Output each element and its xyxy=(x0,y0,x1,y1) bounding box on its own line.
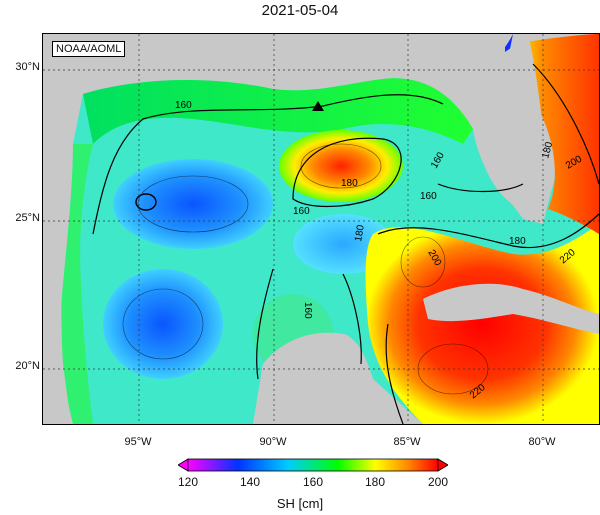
lon-label: 90°W xyxy=(259,436,287,448)
colorbar-tick: 140 xyxy=(239,475,261,489)
lon-label: 95°W xyxy=(124,436,152,448)
station-marker-icon xyxy=(312,101,324,111)
cold-core-contour xyxy=(135,193,157,211)
colorbar-min-arrow xyxy=(178,458,189,472)
warm-eddy xyxy=(279,130,403,202)
contour-label: 160 xyxy=(175,100,192,111)
lon-label: 85°W xyxy=(393,436,421,448)
map-gridlines xyxy=(43,34,599,424)
contour-label: 160 xyxy=(302,302,313,319)
colorbar-title: SH [cm] xyxy=(276,496,324,511)
colorbar-tick: 200 xyxy=(427,475,449,489)
contour-label: 160 xyxy=(293,206,310,217)
yucatan-land xyxy=(253,332,388,424)
colorbar-tick: 120 xyxy=(177,475,199,489)
colorbar-tick: 180 xyxy=(364,475,386,489)
caribbean-warm-water xyxy=(365,224,599,424)
west-shelf xyxy=(61,144,93,424)
map-title: 2021-05-04 xyxy=(261,2,339,19)
florida-land xyxy=(473,34,549,214)
contour-label: 180 xyxy=(341,178,358,189)
western-cold-area xyxy=(113,159,273,249)
southwest-cold-area xyxy=(103,269,223,379)
lat-label: 20°N xyxy=(15,360,40,372)
us-gulf-coast-land xyxy=(43,34,513,94)
contour-label: 180 xyxy=(353,224,367,243)
colorbar-gradient xyxy=(187,458,439,472)
contour-label: 180 xyxy=(540,140,555,159)
colorbar-tick: 160 xyxy=(302,475,324,489)
colorbar-max-arrow xyxy=(437,458,448,472)
mexico-land xyxy=(43,94,73,424)
contour-lines xyxy=(92,63,599,424)
north-shelf xyxy=(83,78,473,144)
credit-label: NOAA/AOML xyxy=(52,41,126,57)
lat-label: 25°N xyxy=(15,212,40,224)
cuba-land xyxy=(423,283,599,334)
lon-label: 80°W xyxy=(528,436,556,448)
contour-label: 160 xyxy=(420,191,437,202)
colorbar xyxy=(178,458,448,472)
sea-height-map: 160 180 160 160 160 180 200 160 180 200 … xyxy=(42,33,600,425)
contour-label: 180 xyxy=(509,236,526,247)
lat-label: 30°N xyxy=(15,61,40,73)
